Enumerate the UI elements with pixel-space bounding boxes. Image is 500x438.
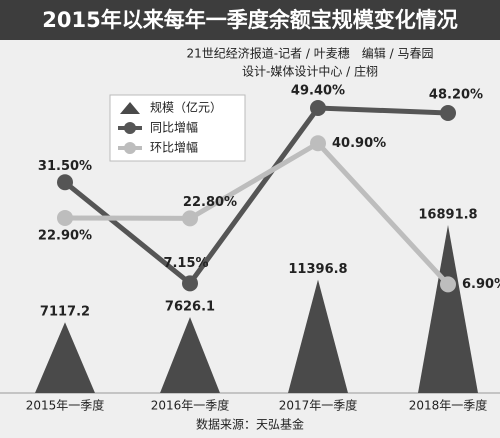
- line: [63, 105, 449, 287]
- marker: [310, 99, 326, 116]
- data-label: 11396.8: [288, 262, 347, 277]
- credit: 21世纪经济报道-记者 / 叶麦穗 编辑 / 马春园: [187, 46, 434, 61]
- line: [64, 140, 450, 287]
- legend-label: 规模（亿元）: [150, 100, 222, 115]
- legend-symbol: [120, 102, 140, 114]
- credit: 设计-媒体设计中心 / 庄栩: [242, 64, 378, 79]
- legend-label: 环比增幅: [150, 140, 198, 155]
- data-label: 16891.8: [418, 208, 477, 223]
- data-label: 7117.2: [40, 305, 90, 320]
- data-label: 40.90%: [332, 136, 386, 151]
- data-label: 7626.1: [165, 300, 215, 315]
- triangle-bar: [418, 225, 478, 393]
- triangle-bar: [35, 322, 95, 393]
- legend-symbol: [124, 122, 136, 134]
- data-label: 22.90%: [38, 228, 92, 243]
- marker: [440, 276, 456, 293]
- data-label: 31.50%: [38, 159, 92, 174]
- marker: [57, 174, 73, 191]
- data-label: 6.90%: [462, 277, 500, 292]
- data-label: 7.15%: [163, 256, 208, 271]
- source: 数据来源：天弘基金: [196, 417, 304, 432]
- x-tick-label: 2018年一季度: [409, 398, 488, 413]
- chart-title: 2015年以来每年一季度余额宝规模变化情况: [42, 8, 457, 32]
- triangle-bar: [160, 317, 220, 393]
- marker: [440, 104, 456, 121]
- legend-symbol: [124, 142, 136, 154]
- x-tick-label: 2017年一季度: [279, 398, 358, 413]
- legend-label: 同比增幅: [150, 120, 198, 135]
- x-tick-label: 2015年一季度: [26, 398, 105, 413]
- triangle-bar: [288, 279, 348, 393]
- data-label: 48.20%: [429, 87, 483, 102]
- title-bar: [0, 0, 500, 40]
- data-label: 49.40%: [291, 83, 345, 98]
- data-label: 22.80%: [183, 195, 237, 210]
- marker: [182, 275, 198, 292]
- marker: [182, 210, 198, 227]
- marker: [310, 135, 326, 152]
- x-tick-label: 2016年一季度: [151, 398, 230, 413]
- marker: [57, 209, 73, 226]
